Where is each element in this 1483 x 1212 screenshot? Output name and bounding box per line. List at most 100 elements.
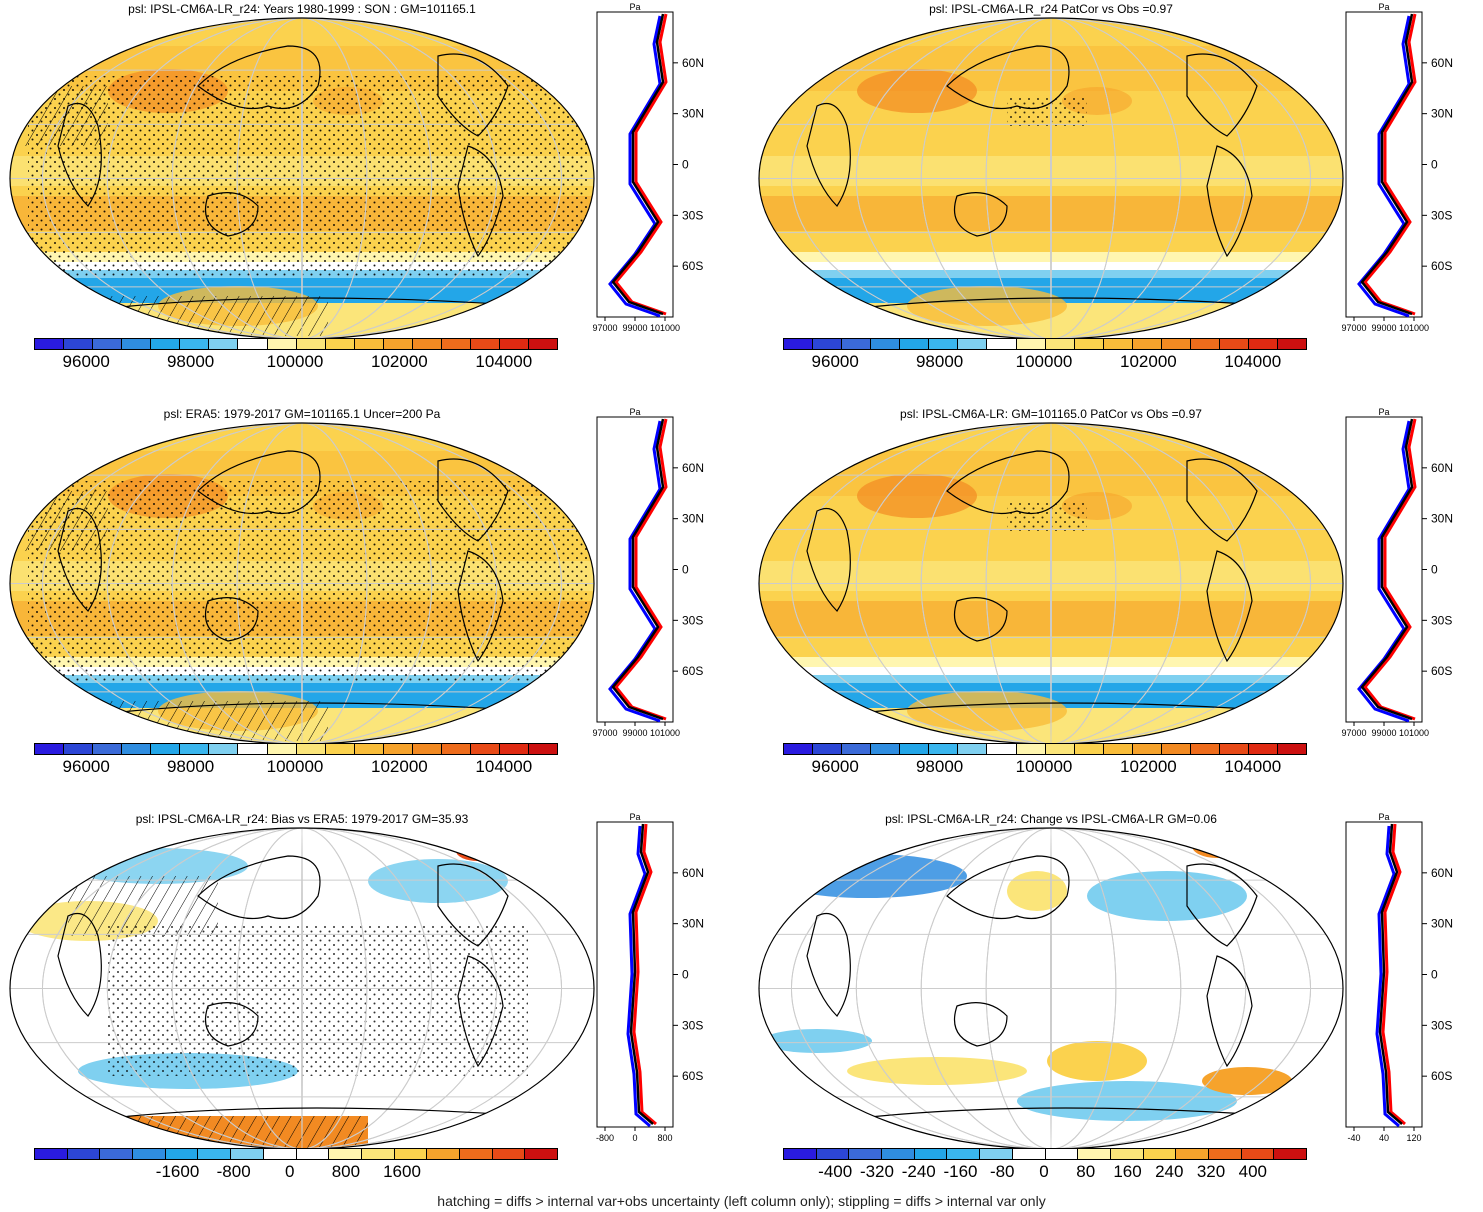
- colorbar-tick-label: 96000: [812, 757, 859, 777]
- colorbar-tick-label: 100000: [1016, 352, 1073, 372]
- colorbar-tick-label: 800: [332, 1162, 360, 1182]
- colorbar-tick-label: 104000: [475, 352, 532, 372]
- colorbar-swatch: [500, 744, 529, 754]
- profile-x-tick-label: 97000: [1342, 323, 1367, 332]
- latitude-tick-label: 30S: [682, 1018, 703, 1032]
- profile-x-tick-label: -800: [596, 1133, 614, 1142]
- colorbar-swatch: [93, 744, 122, 754]
- colorbar-swatch: [151, 339, 180, 349]
- profile-unit-label: Pa: [1378, 407, 1389, 417]
- latitude-tick-label: 60N: [1431, 56, 1453, 70]
- colorbar-swatch: [1075, 339, 1104, 349]
- map-title: psl: IPSL-CM6A-LR_r24: Years 1980-1999 :…: [8, 2, 596, 16]
- profile-x-tick-label: 99000: [1371, 728, 1396, 737]
- latitude-tick-label: 30S: [682, 613, 703, 627]
- profile-unit-label: Pa: [629, 2, 640, 12]
- latitude-tick-label: 30S: [682, 208, 703, 222]
- colorbar-swatch: [915, 1149, 948, 1159]
- colorbar-swatch: [1278, 339, 1306, 349]
- colorbar-tick-label: 80: [1076, 1162, 1095, 1182]
- colorbar-swatch: [268, 744, 297, 754]
- robinson-map: [757, 826, 1345, 1151]
- colorbar-swatch: [384, 339, 413, 349]
- colorbar-swatch: [958, 744, 987, 754]
- colorbar-swatch: [326, 339, 355, 349]
- latitude-tick-label: 0: [682, 158, 689, 172]
- latitude-tick-label: 30N: [1431, 917, 1453, 931]
- colorbar-swatch: [166, 1149, 199, 1159]
- colorbar-tick-label: 100000: [267, 352, 324, 372]
- colorbar-swatch: [529, 744, 557, 754]
- map-panel-p1: psl: IPSL-CM6A-LR_r24: Years 1980-1999 :…: [8, 0, 728, 400]
- colorbar: [34, 743, 558, 755]
- colorbar-tick-label: 96000: [63, 352, 110, 372]
- colorbar-swatch: [842, 744, 871, 754]
- colorbar-swatch: [813, 744, 842, 754]
- colorbar-swatch: [427, 1149, 460, 1159]
- latitude-tick-label: 0: [1431, 158, 1438, 172]
- colorbar-tick-label: 100000: [1016, 757, 1073, 777]
- colorbar-swatch: [329, 1149, 362, 1159]
- colorbar-tick-label: 98000: [167, 757, 214, 777]
- latitude-tick-label: 0: [682, 968, 689, 982]
- colorbar-swatch: [1144, 1149, 1177, 1159]
- colorbar-swatch: [784, 339, 813, 349]
- profile-x-tick-label: 99000: [1371, 323, 1396, 332]
- colorbar-swatch: [500, 339, 529, 349]
- profile-x-tick-label: 97000: [1342, 728, 1367, 737]
- figure-footnote: hatching = diffs > internal var+obs unce…: [0, 1193, 1483, 1209]
- robinson-map: [8, 421, 596, 746]
- profile-x-tick-label: 800: [657, 1133, 672, 1142]
- colorbar-tick-label: -1600: [156, 1162, 199, 1182]
- profile-x-tick-label: 99000: [622, 323, 647, 332]
- colorbar-tick-label: 104000: [475, 757, 532, 777]
- latitude-tick-label: 30N: [682, 512, 704, 526]
- colorbar-swatch: [871, 339, 900, 349]
- colorbar-swatch: [958, 339, 987, 349]
- colorbar-swatch: [1191, 744, 1220, 754]
- colorbar-swatch: [413, 339, 442, 349]
- colorbar-tick-label: -400: [818, 1162, 852, 1182]
- latitude-tick-label: 60S: [1431, 259, 1452, 273]
- profile-x-tick-label: 40: [1379, 1133, 1389, 1142]
- robinson-map: [757, 16, 1345, 341]
- colorbar-swatch: [1249, 339, 1278, 349]
- colorbar-swatch: [268, 339, 297, 349]
- profile-x-tick-label: 97000: [593, 728, 618, 737]
- colorbar-swatch: [1133, 744, 1162, 754]
- colorbar-tick-label: 104000: [1224, 757, 1281, 777]
- colorbar-swatch: [180, 744, 209, 754]
- latitude-tick-label: 30S: [1431, 208, 1452, 222]
- colorbar-tick-label: 102000: [371, 757, 428, 777]
- colorbar-swatch: [413, 744, 442, 754]
- colorbar-swatch: [297, 339, 326, 349]
- colorbar-swatch: [1176, 1149, 1209, 1159]
- zonal-profile-plot: Pa60N30N030S60S9700099000101000: [1342, 407, 1462, 737]
- colorbar-tick-label: 320: [1197, 1162, 1225, 1182]
- colorbar-swatch: [297, 1149, 330, 1159]
- colorbar: [783, 743, 1307, 755]
- colorbar-swatch: [817, 1149, 850, 1159]
- colorbar-swatch: [842, 339, 871, 349]
- latitude-tick-label: 60N: [1431, 461, 1453, 475]
- colorbar-swatch: [1220, 744, 1249, 754]
- latitude-tick-label: 60N: [682, 866, 704, 880]
- latitude-tick-label: 0: [1431, 968, 1438, 982]
- profile-x-tick-label: 97000: [593, 323, 618, 332]
- colorbar-tick-label: 102000: [1120, 352, 1177, 372]
- colorbar-swatch: [882, 1149, 915, 1159]
- colorbar-swatch: [784, 1149, 817, 1159]
- colorbar-swatch: [1075, 744, 1104, 754]
- map-title: psl: ERA5: 1979-2017 GM=101165.1 Uncer=2…: [8, 407, 596, 421]
- profile-x-tick-label: 101000: [1399, 728, 1429, 737]
- map-panel-p3: psl: ERA5: 1979-2017 GM=101165.1 Uncer=2…: [8, 405, 728, 805]
- colorbar-swatch: [987, 339, 1016, 349]
- colorbar-tick-label: 102000: [1120, 757, 1177, 777]
- colorbar-swatch: [1078, 1149, 1111, 1159]
- colorbar-tick-label: 98000: [167, 352, 214, 372]
- map-title: psl: IPSL-CM6A-LR_r24 PatCor vs Obs =0.9…: [757, 2, 1345, 16]
- colorbar-swatch: [198, 1149, 231, 1159]
- colorbar-swatch: [64, 744, 93, 754]
- map-panel-p5: psl: IPSL-CM6A-LR_r24: Bias vs ERA5: 197…: [8, 810, 728, 1210]
- map-title: psl: IPSL-CM6A-LR_r24: Change vs IPSL-CM…: [757, 812, 1345, 826]
